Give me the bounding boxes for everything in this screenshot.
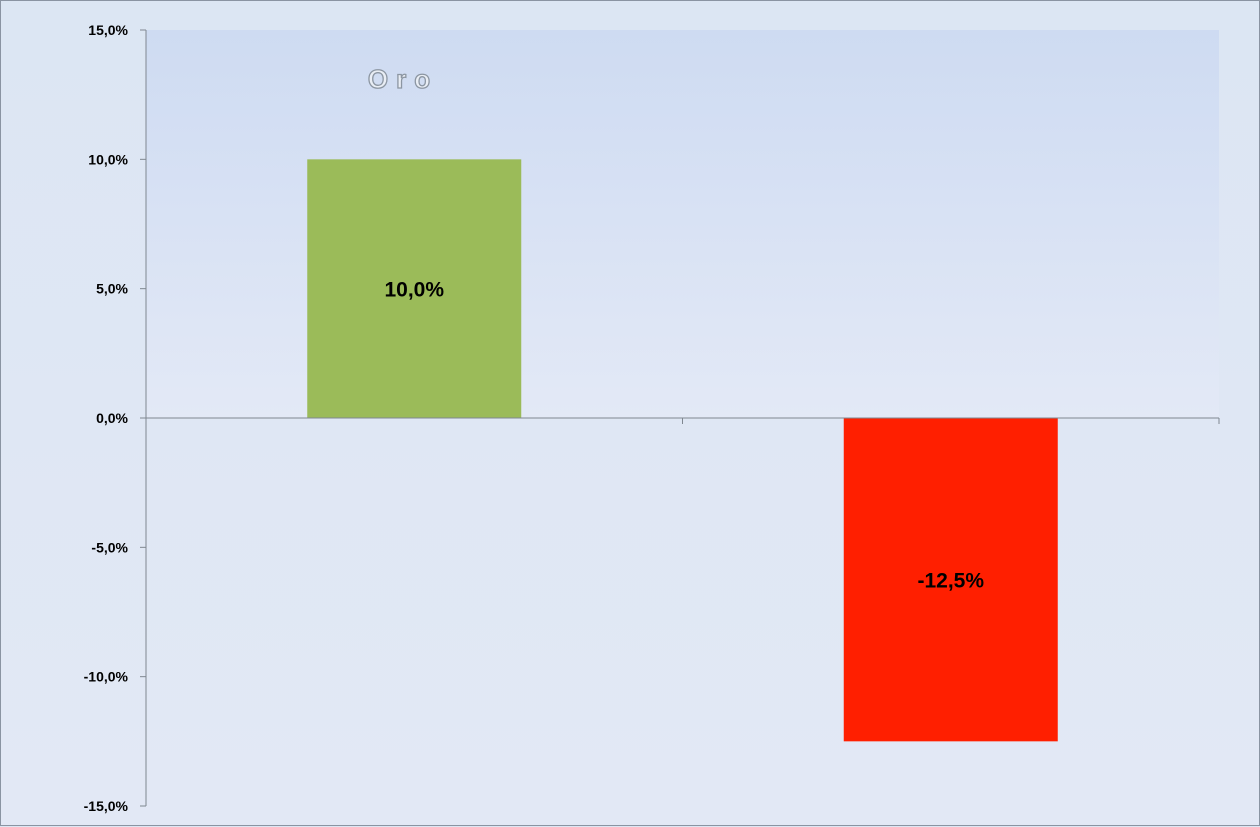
y-axis: 15,0% 10,0% 5,0% 0,0% -5,0% -10,0% -15,0% [84,22,147,814]
y-tick-label: -15,0% [84,798,129,814]
x-axis [146,417,1220,424]
data-label: 10,0% [384,279,444,302]
bar [843,418,1058,742]
y-tick-label: 5,0% [96,281,128,297]
y-tick-label: -5,0% [91,539,128,555]
series-title: Oro [368,64,438,94]
y-tick-label: 0,0% [96,410,128,426]
plot-area [146,30,1219,418]
bars: 10,0% -12,5% [307,159,1058,742]
data-label: -12,5% [917,570,984,593]
bar [307,159,522,419]
y-tick-label: -10,0% [84,669,129,685]
y-tick-label: 10,0% [88,151,128,167]
y-tick-label: 15,0% [88,22,128,38]
